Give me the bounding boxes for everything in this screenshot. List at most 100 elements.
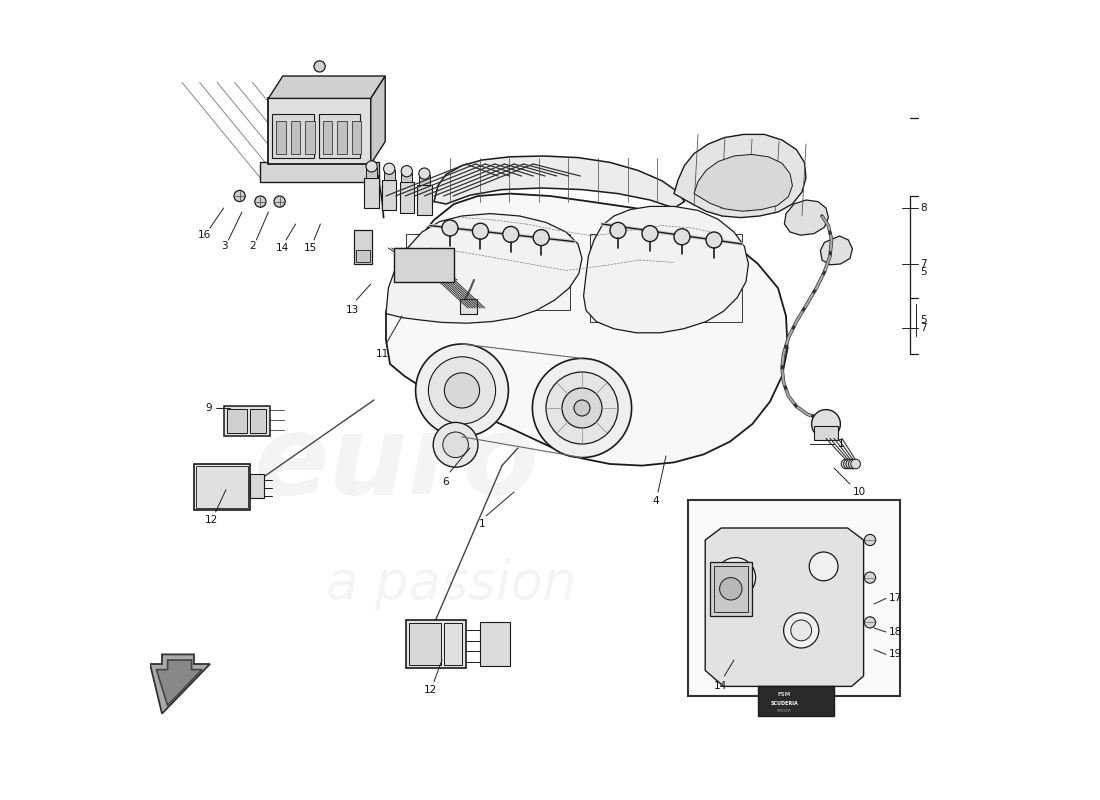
Circle shape	[433, 422, 478, 467]
Circle shape	[366, 161, 377, 172]
Bar	[322, 121, 332, 154]
Bar	[480, 622, 510, 666]
Bar	[402, 173, 412, 182]
Circle shape	[546, 372, 618, 444]
Bar	[688, 500, 900, 696]
Circle shape	[783, 613, 818, 648]
Polygon shape	[821, 236, 852, 265]
Bar	[305, 121, 315, 154]
Circle shape	[255, 196, 266, 207]
Circle shape	[534, 230, 549, 246]
Text: a passion: a passion	[326, 558, 576, 610]
Circle shape	[416, 344, 508, 437]
Bar	[227, 409, 246, 433]
Text: SCUDERIA: SCUDERIA	[771, 701, 799, 706]
Text: 16: 16	[198, 230, 211, 240]
Circle shape	[810, 552, 838, 581]
Circle shape	[716, 558, 756, 598]
Bar	[250, 474, 264, 498]
Polygon shape	[386, 194, 788, 466]
Polygon shape	[371, 76, 385, 164]
Bar	[382, 180, 396, 210]
Text: 19: 19	[889, 650, 902, 659]
Text: 18: 18	[889, 627, 902, 637]
Bar	[273, 114, 314, 158]
Circle shape	[850, 459, 860, 469]
Bar	[352, 121, 361, 154]
Polygon shape	[674, 134, 806, 218]
Circle shape	[234, 190, 245, 202]
Polygon shape	[694, 154, 792, 211]
Text: 17: 17	[889, 594, 902, 603]
Polygon shape	[434, 156, 684, 208]
Bar	[758, 686, 834, 716]
Bar	[814, 426, 838, 440]
Circle shape	[706, 232, 722, 248]
Bar	[223, 406, 270, 436]
Text: 5: 5	[921, 267, 927, 277]
Text: SPIDER: SPIDER	[778, 710, 792, 714]
Bar	[197, 466, 248, 508]
Bar	[399, 182, 414, 213]
Circle shape	[428, 357, 496, 424]
Bar	[319, 114, 361, 158]
Circle shape	[314, 61, 326, 72]
Bar	[460, 299, 477, 314]
Circle shape	[402, 166, 412, 177]
Bar	[250, 409, 266, 433]
Bar	[268, 98, 371, 164]
Bar	[355, 250, 370, 262]
Circle shape	[503, 226, 519, 242]
Text: 14: 14	[275, 243, 288, 253]
Text: 7: 7	[921, 323, 927, 333]
Circle shape	[846, 459, 856, 469]
Bar	[419, 175, 430, 185]
Circle shape	[442, 220, 458, 236]
Bar	[384, 170, 395, 180]
Circle shape	[842, 459, 850, 469]
Bar	[276, 121, 286, 154]
Bar	[366, 168, 377, 178]
Circle shape	[719, 578, 742, 600]
Circle shape	[444, 373, 480, 408]
Circle shape	[472, 223, 488, 239]
Text: 9: 9	[206, 403, 212, 413]
Bar	[444, 623, 462, 665]
Circle shape	[443, 432, 469, 458]
Bar	[714, 566, 748, 612]
Bar	[394, 248, 454, 282]
Text: 3: 3	[221, 242, 228, 251]
Bar	[406, 234, 570, 310]
Text: FSM: FSM	[778, 692, 791, 697]
Text: 4: 4	[652, 496, 659, 506]
Bar	[364, 178, 378, 208]
Text: 11: 11	[375, 349, 388, 358]
Text: 8: 8	[921, 203, 927, 213]
Text: 7: 7	[921, 259, 927, 269]
Bar	[194, 464, 250, 510]
Text: 14: 14	[714, 681, 727, 690]
Circle shape	[865, 534, 876, 546]
Text: 5: 5	[921, 315, 927, 325]
Circle shape	[812, 410, 840, 438]
Polygon shape	[386, 214, 582, 323]
Circle shape	[574, 400, 590, 416]
Polygon shape	[784, 200, 828, 235]
Circle shape	[791, 620, 812, 641]
Text: 1: 1	[838, 439, 845, 449]
Polygon shape	[268, 76, 385, 98]
Bar	[409, 623, 441, 665]
Circle shape	[642, 226, 658, 242]
Bar	[710, 562, 751, 616]
Bar	[261, 162, 378, 182]
Text: 1: 1	[478, 519, 485, 529]
Circle shape	[274, 196, 285, 207]
Bar	[406, 620, 466, 668]
Text: 6: 6	[442, 477, 449, 486]
Circle shape	[848, 459, 858, 469]
Bar	[590, 234, 742, 322]
Text: 2: 2	[249, 242, 255, 251]
Text: 13: 13	[345, 305, 359, 314]
Bar	[290, 121, 300, 154]
Text: 15: 15	[304, 243, 317, 253]
